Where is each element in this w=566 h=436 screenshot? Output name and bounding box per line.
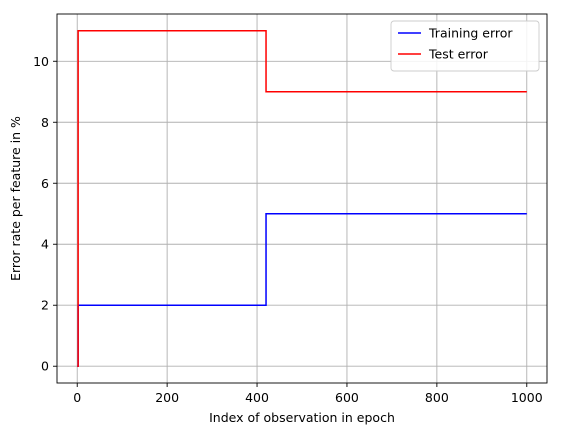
legend: Training error Test error [390, 20, 540, 72]
y-tick-label: 8 [41, 115, 49, 130]
y-tick-label: 4 [41, 237, 49, 252]
x-tick-label: 400 [245, 390, 269, 405]
ticks: 0 200 400 600 800 1000 0 2 4 6 8 10 [33, 54, 543, 405]
plot-frame [56, 13, 548, 384]
y-tick-label: 0 [41, 359, 49, 374]
series-layer [77, 30, 527, 367]
series-line-2 [77, 30, 527, 367]
legend-label-2: Test error [428, 47, 489, 62]
x-axis-label: Index of observation in epoch [209, 410, 395, 425]
y-tick-label: 6 [41, 176, 49, 191]
x-tick-label: 800 [425, 390, 449, 405]
x-tick-label: 200 [155, 390, 179, 405]
y-tick-label: 2 [41, 298, 49, 313]
x-tick-label: 600 [335, 390, 359, 405]
x-tick-label: 0 [73, 390, 81, 405]
x-tick-label: 1000 [511, 390, 543, 405]
y-tick-label: 10 [33, 54, 49, 69]
y-axis-label: Error rate per feature in % [8, 116, 23, 281]
legend-box [390, 20, 540, 72]
legend-label-1: Training error [428, 26, 513, 41]
